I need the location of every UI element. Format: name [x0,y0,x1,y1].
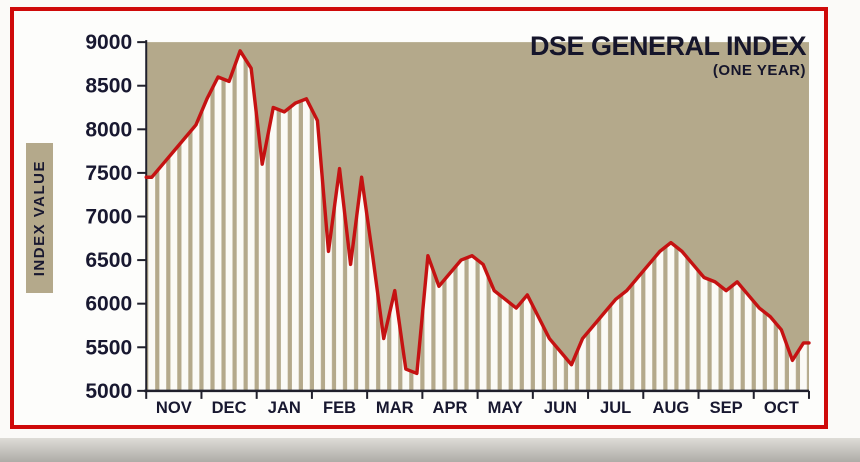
striped-area [146,50,809,391]
chart-title: DSE GENERAL INDEX [529,31,807,61]
y-tick-label: 7500 [85,162,132,185]
y-tick-label: 7000 [85,206,132,229]
y-tick-label: 8000 [85,118,132,141]
x-tick-label: SEP [710,398,743,417]
x-tick-label: JAN [268,398,301,417]
y-tick-label: 5000 [85,380,132,403]
x-tick-label: JUN [544,398,577,417]
x-tick-label: DEC [212,398,247,417]
x-tick-label: FEB [323,398,356,417]
y-tick-label: 5500 [85,336,132,359]
x-tick-label: OCT [764,398,799,417]
y-tick-label: 6000 [85,293,132,316]
page-edge-shadow [0,438,860,462]
y-tick-label: 9000 [85,31,132,54]
chart-title-block: DSE GENERAL INDEX (ONE YEAR) [529,31,807,80]
index-line-series [144,49,811,376]
chart-subtitle: (ONE YEAR) [712,62,806,80]
x-tick-label: AUG [653,398,690,417]
chart-panel: INDEX VALUE 5000 5500 6000 6500 7000 7500 8000… [10,7,828,429]
x-tick-label: NOV [156,398,192,417]
y-axis-title-box: INDEX VALUE [26,143,53,293]
x-tick-label: MAR [376,398,414,417]
x-tick-label: JUL [600,398,631,417]
y-tick-label: 8500 [85,75,132,98]
dse-index-line-chart: 5000 5500 6000 6500 7000 7500 8000 8500 9000 NOV D… [85,31,811,417]
x-tick-label: APR [433,398,468,417]
y-tick-label: 6500 [85,249,132,272]
y-axis-title: INDEX VALUE [31,159,48,277]
plot-region: 5000 5500 6000 6500 7000 7500 8000 8500 9000 NOV D… [62,17,816,419]
x-tick-label: MAY [488,398,523,417]
